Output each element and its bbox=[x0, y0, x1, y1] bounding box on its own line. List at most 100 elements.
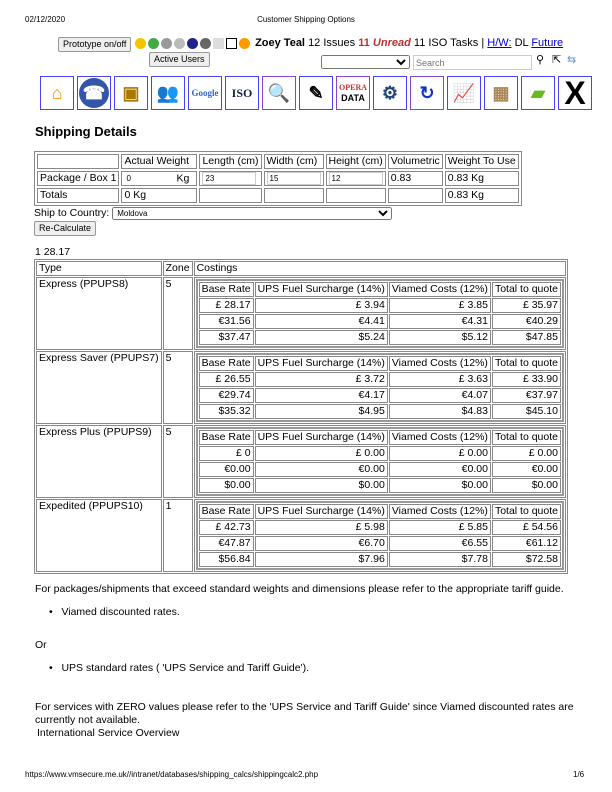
users-icon[interactable]: 👥 bbox=[151, 76, 185, 110]
cost-header: UPS Fuel Surcharge (14%) bbox=[254, 430, 388, 446]
future-link[interactable]: Future bbox=[531, 37, 564, 49]
costings-breakdown: Base Rate UPS Fuel Surcharge (14%) Viamed … bbox=[195, 279, 564, 349]
service-zone: 1 bbox=[162, 499, 193, 573]
cost-row: £ 42.73 £ 5.98 £ 5.85 £ 54.56 bbox=[198, 520, 561, 536]
exceed-note: For packages/shipments that exceed stand… bbox=[35, 583, 564, 596]
service-zone: 5 bbox=[162, 425, 193, 499]
cost-header: UPS Fuel Surcharge (14%) bbox=[254, 356, 388, 372]
cost-header: Viamed Costs (12%) bbox=[388, 430, 491, 446]
cost-cell: $5.24 bbox=[254, 330, 388, 346]
cost-header: Total to quote bbox=[491, 430, 561, 446]
cost-row: $37.47 $5.24 $5.12 $47.85 bbox=[198, 330, 561, 346]
cost-header: Base Rate bbox=[198, 504, 254, 520]
iso-tasks[interactable]: 11 ISO Tasks | bbox=[413, 37, 485, 49]
totals-label: Totals bbox=[37, 188, 120, 204]
cost-header: Total to quote bbox=[491, 504, 561, 520]
page-icon[interactable] bbox=[226, 37, 237, 49]
magnifier-icon[interactable]: 🔍 bbox=[262, 76, 296, 110]
active-users-button[interactable]: Active Users bbox=[149, 52, 210, 67]
unread-label[interactable]: Unread bbox=[372, 37, 411, 49]
width-input[interactable] bbox=[266, 172, 321, 185]
star-icon[interactable] bbox=[135, 37, 146, 49]
pin-icon[interactable] bbox=[174, 37, 185, 49]
cost-cell: $4.95 bbox=[254, 404, 388, 420]
column-header: Volumetric bbox=[387, 154, 443, 169]
cost-cell: $35.32 bbox=[198, 404, 254, 420]
iso-icon[interactable]: ISO bbox=[225, 76, 259, 110]
external-link-icon[interactable]: ⇱ bbox=[552, 54, 562, 66]
cost-cell: £ 0 bbox=[198, 446, 254, 462]
column-header: Actual Weight bbox=[121, 154, 198, 169]
hw-link[interactable]: H/W: bbox=[487, 37, 512, 49]
wand-icon[interactable] bbox=[161, 37, 172, 49]
book-icon[interactable]: ▰ bbox=[521, 76, 555, 110]
print-date: 02/12/2020 bbox=[25, 15, 66, 24]
cost-cell: $72.58 bbox=[491, 552, 561, 568]
refresh-icon[interactable]: ↻ bbox=[410, 76, 444, 110]
length-input[interactable] bbox=[202, 172, 257, 185]
height-input[interactable] bbox=[328, 172, 383, 185]
search-input[interactable] bbox=[413, 55, 532, 70]
cost-cell: $4.83 bbox=[388, 404, 491, 420]
cost-cell: €40.29 bbox=[491, 314, 561, 330]
help-icon[interactable] bbox=[239, 37, 250, 49]
page-title: Shipping Details bbox=[35, 124, 137, 139]
service-name: Express (PPUPS8) bbox=[36, 277, 162, 351]
column-header: Zone bbox=[162, 261, 193, 277]
zero-note: For services with ZERO values please ref… bbox=[35, 701, 574, 727]
clock-icon[interactable] bbox=[148, 37, 159, 49]
image-icon[interactable] bbox=[213, 37, 224, 49]
gears-icon[interactable]: ⚙ bbox=[373, 76, 407, 110]
cost-header: Viamed Costs (12%) bbox=[388, 504, 491, 520]
cost-row: $56.84 $7.96 $7.78 $72.58 bbox=[198, 552, 561, 568]
kg-unit: Kg bbox=[176, 172, 190, 185]
search-icon[interactable]: ⚲ bbox=[536, 54, 545, 66]
opera-data-icon[interactable]: OPERA DATA bbox=[336, 76, 370, 110]
totals-weight: 0 Kg bbox=[121, 188, 198, 204]
cost-row: €0.00 €0.00 €0.00 €0.00 bbox=[198, 462, 561, 478]
globe-icon[interactable] bbox=[187, 37, 198, 49]
google-icon[interactable]: Google bbox=[188, 76, 222, 110]
service-name: Express Saver (PPUPS7) bbox=[36, 351, 162, 425]
close-icon[interactable]: X bbox=[558, 76, 592, 110]
cost-header: Base Rate bbox=[198, 430, 254, 446]
phone-icon[interactable]: ☎ bbox=[77, 76, 111, 110]
prototype-toggle-button[interactable]: Prototype on/off bbox=[58, 37, 132, 52]
column-header: Costings bbox=[193, 261, 566, 277]
edit-icon[interactable]: ✎ bbox=[299, 76, 333, 110]
cost-cell: €31.56 bbox=[198, 314, 254, 330]
actual-weight-input[interactable] bbox=[124, 172, 177, 185]
box-icon[interactable]: ▦ bbox=[484, 76, 518, 110]
cost-cell: £ 33.90 bbox=[491, 372, 561, 388]
notes: For packages/shipments that exceed stand… bbox=[35, 583, 593, 740]
main-toolbar: ⌂ ☎ ▣ 👥 Google ISO 🔍 ✎ OPERA DATA ⚙ ↻ 📈 ▦… bbox=[40, 76, 592, 110]
user-name: Zoey Teal bbox=[255, 37, 305, 49]
recalculate-button[interactable]: Re-Calculate bbox=[34, 221, 97, 237]
unread-count[interactable]: 11 bbox=[358, 37, 370, 49]
cost-cell: £ 28.17 bbox=[198, 298, 254, 314]
issues-count[interactable]: 12 Issues bbox=[308, 37, 356, 49]
ship-to-row: Ship to Country: Moldova bbox=[34, 206, 594, 220]
back-arrow-icon[interactable]: ⇆ bbox=[567, 54, 577, 66]
quick-select[interactable] bbox=[321, 55, 410, 69]
chart-folder-icon[interactable]: 📈 bbox=[447, 76, 481, 110]
debug-line: 1 28.17 bbox=[35, 246, 71, 259]
home-icon[interactable]: ⌂ bbox=[40, 76, 74, 110]
treasure-chest-icon[interactable]: ▣ bbox=[114, 76, 148, 110]
service-row: Express Saver (PPUPS7) 5 Base Rate UPS Fuel… bbox=[36, 351, 566, 425]
column-header: Length (cm) bbox=[199, 154, 262, 169]
gear-icon[interactable] bbox=[200, 37, 211, 49]
cost-cell: €4.41 bbox=[254, 314, 388, 330]
cost-cell: $5.12 bbox=[388, 330, 491, 346]
cost-cell: £ 3.72 bbox=[254, 372, 388, 388]
service-zone: 5 bbox=[162, 351, 193, 425]
cost-header: UPS Fuel Surcharge (14%) bbox=[254, 504, 388, 520]
country-select[interactable]: Moldova bbox=[112, 207, 393, 220]
cost-cell: £ 5.85 bbox=[388, 520, 491, 536]
column-header: Height (cm) bbox=[325, 154, 386, 169]
cost-row: €31.56 €4.41 €4.31 €40.29 bbox=[198, 314, 561, 330]
service-row: Expedited (PPUPS10) 1 Base Rate UPS Fuel Su… bbox=[36, 499, 566, 573]
cost-header: Total to quote bbox=[491, 356, 561, 372]
cost-cell: £ 3.85 bbox=[388, 298, 491, 314]
cost-cell: $0.00 bbox=[388, 478, 491, 494]
